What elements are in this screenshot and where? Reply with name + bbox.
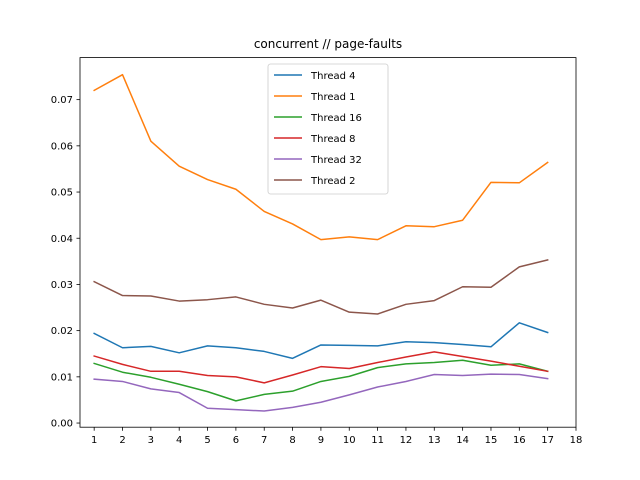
legend-label-3: Thread 8 (310, 134, 356, 145)
series-line-0 (93, 322, 549, 360)
legend-label-2: Thread 16 (310, 113, 362, 124)
legend-label-1: Thread 1 (310, 92, 356, 103)
x-tick-label: 15 (485, 435, 498, 446)
x-tick-label: 3 (148, 435, 154, 446)
chart-title: concurrent // page-faults (254, 37, 402, 51)
series-layer (93, 73, 549, 412)
x-tick-label: 10 (343, 435, 356, 446)
x-tick-label: 11 (371, 435, 384, 446)
x-tick-label: 9 (318, 435, 324, 446)
legend-label-0: Thread 4 (310, 71, 356, 82)
x-tick-label: 4 (176, 435, 182, 446)
x-tick-label: 12 (400, 435, 413, 446)
legend-label-5: Thread 2 (310, 176, 356, 187)
y-tick-label: 0.00 (51, 419, 73, 430)
x-tick-label: 16 (513, 435, 526, 446)
x-axis: 1 2 3 4 5 6 7 8 9 10 11 12 13 14 15 16 17 18 (91, 427, 582, 446)
x-tick-label: 18 (570, 435, 583, 446)
x-tick-label: 5 (204, 435, 210, 446)
y-axis: 0.00 0.01 0.02 0.03 0.04 0.05 0.06 0.07 (51, 95, 80, 430)
x-tick-label: 14 (456, 435, 469, 446)
y-tick-label: 0.05 (51, 188, 73, 199)
y-tick-label: 0.02 (51, 326, 73, 337)
y-tick-label: 0.01 (51, 372, 73, 383)
y-tick-label: 0.03 (51, 280, 73, 291)
y-tick-label: 0.06 (51, 141, 73, 152)
x-tick-label: 13 (428, 435, 441, 446)
series-line-5 (93, 259, 549, 315)
legend-label-4: Thread 32 (310, 155, 362, 166)
x-tick-label: 2 (119, 435, 125, 446)
y-tick-label: 0.04 (51, 234, 73, 245)
series-line-2 (93, 359, 549, 402)
series-line-4 (93, 373, 549, 412)
x-tick-label: 1 (91, 435, 97, 446)
y-tick-label: 0.07 (51, 95, 73, 106)
legend-box (267, 63, 389, 195)
series-line-3 (93, 351, 549, 384)
series-line-1 (93, 73, 549, 241)
x-tick-label: 7 (261, 435, 267, 446)
legend: Thread 4 Thread 1 Thread 16 Thread 8 Thread … (267, 63, 389, 195)
x-tick-label: 17 (541, 435, 554, 446)
x-tick-label: 6 (233, 435, 239, 446)
x-tick-label: 8 (289, 435, 295, 446)
plot-frame (79, 57, 577, 428)
